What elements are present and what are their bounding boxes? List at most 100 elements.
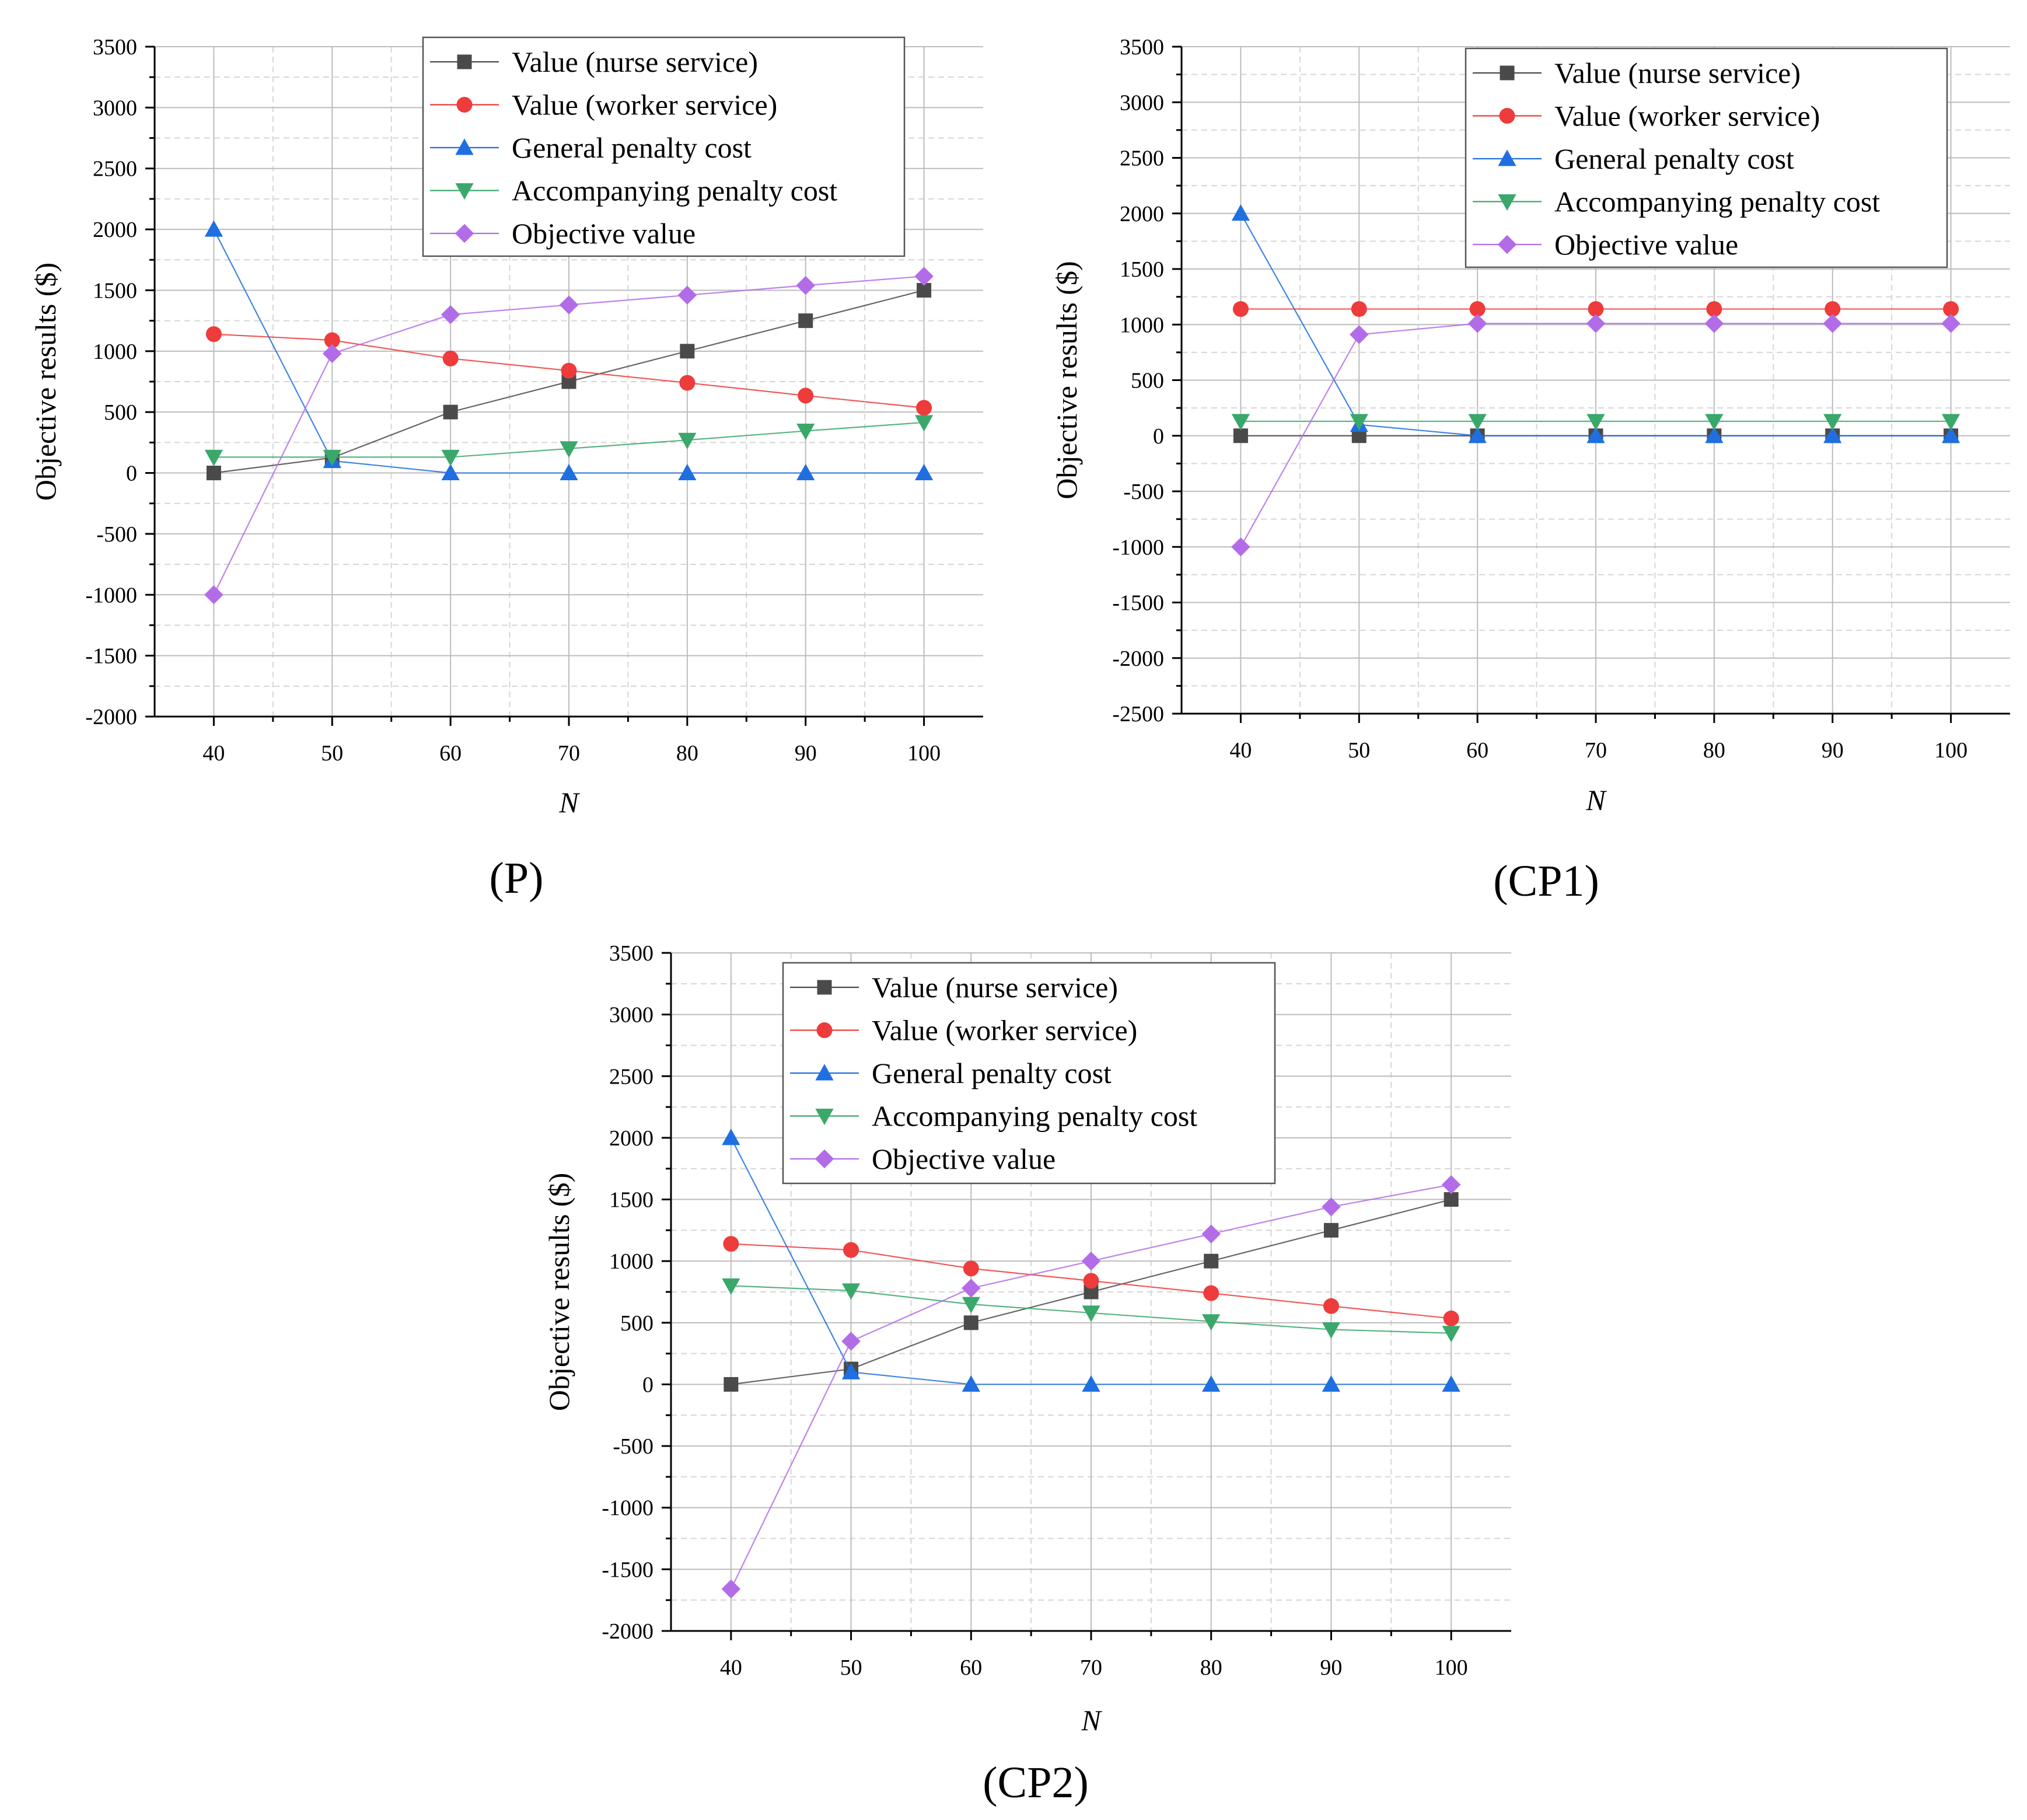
x-tick-label: 50 xyxy=(321,741,343,766)
x-axis-title: N xyxy=(558,786,580,819)
y-tick-label: 0 xyxy=(642,1372,653,1397)
y-tick-label: -500 xyxy=(96,522,137,547)
y-tick-label: -500 xyxy=(613,1434,653,1459)
data-point-accompanying xyxy=(841,1283,861,1300)
data-point-worker xyxy=(1351,301,1367,317)
legend-label: Objective value xyxy=(872,1143,1056,1175)
x-tick-label: 70 xyxy=(1080,1655,1102,1680)
data-point-objective xyxy=(441,305,460,324)
y-tick-label: -1500 xyxy=(1112,591,1164,616)
data-point-objective xyxy=(721,1579,741,1599)
y-tick-label: -1500 xyxy=(602,1557,653,1582)
y-tick-label: 500 xyxy=(104,400,137,425)
data-point-nurse xyxy=(963,1315,978,1330)
panel-label: (CP1) xyxy=(1493,857,1599,906)
data-point-objective xyxy=(1704,314,1724,333)
legend-box xyxy=(1465,47,1948,268)
legend-marker-nurse xyxy=(1500,65,1515,81)
data-point-general xyxy=(1941,427,1960,443)
data-point-objective xyxy=(796,275,815,295)
data-point-worker xyxy=(1825,301,1841,317)
data-point-accompanying xyxy=(914,415,934,432)
data-point-objective xyxy=(559,295,579,315)
data-point-nurse xyxy=(724,1377,739,1392)
data-point-general xyxy=(1322,1375,1341,1392)
data-point-general xyxy=(914,463,934,481)
data-point-worker xyxy=(1943,301,1959,317)
x-tick-label: 70 xyxy=(558,741,580,766)
x-axis-title: N xyxy=(1585,784,1607,816)
x-tick-label: 40 xyxy=(720,1655,742,1680)
data-point-worker xyxy=(1232,301,1249,317)
legend-marker-accompanying xyxy=(455,183,474,200)
data-point-accompanying xyxy=(962,1297,980,1314)
y-tick-label: 3000 xyxy=(1120,90,1164,115)
x-tick-label: 50 xyxy=(1348,738,1370,763)
y-tick-label: -500 xyxy=(1123,480,1164,504)
x-tick-label: 60 xyxy=(960,1655,982,1680)
legend-label: Objective value xyxy=(512,217,696,250)
data-point-accompanying xyxy=(323,449,341,467)
data-point-worker xyxy=(1323,1298,1339,1314)
legend-marker-accompanying xyxy=(815,1109,834,1126)
x-tick-label: 50 xyxy=(840,1655,862,1680)
data-point-general xyxy=(204,220,223,237)
data-point-worker xyxy=(679,375,696,391)
x-tick-label: 100 xyxy=(1934,738,1967,763)
x-tick-label: 60 xyxy=(439,741,462,766)
data-point-objective xyxy=(204,585,223,605)
legend-label: Objective value xyxy=(1554,228,1738,261)
legend-label: Value (nurse service) xyxy=(872,971,1118,1004)
data-point-accompanying xyxy=(1442,1326,1460,1343)
data-point-accompanying xyxy=(678,432,697,449)
y-tick-label: 3500 xyxy=(609,941,653,966)
data-point-accompanying xyxy=(1202,1314,1221,1331)
y-tick-label: -2500 xyxy=(1112,702,1164,726)
y-tick-label: 3000 xyxy=(93,96,137,120)
x-axis-title: N xyxy=(1081,1704,1102,1737)
data-point-accompanying xyxy=(204,449,223,467)
y-tick-label: -1000 xyxy=(602,1496,653,1521)
y-tick-label: 3000 xyxy=(609,1003,653,1028)
legend-marker-nurse xyxy=(457,54,472,69)
data-point-general xyxy=(1202,1375,1221,1392)
data-point-accompanying xyxy=(1941,414,1960,431)
y-tick-label: 0 xyxy=(126,462,137,486)
data-point-nurse xyxy=(1444,1192,1459,1207)
y-tick-label: 2000 xyxy=(1120,202,1164,226)
data-point-accompanying xyxy=(1468,414,1487,431)
y-tick-label: 1500 xyxy=(1120,257,1164,282)
x-tick-label: 90 xyxy=(1320,1655,1342,1680)
x-tick-label: 100 xyxy=(1435,1655,1468,1680)
legend-box xyxy=(782,962,1276,1185)
legend-marker-general xyxy=(815,1064,834,1081)
data-point-accompanying xyxy=(1705,414,1724,431)
y-tick-label: -2000 xyxy=(602,1619,653,1644)
chart-panel-2: -2000 -1500 -1000 -500 0 500 1000 1500 2000 2500 3… xyxy=(543,941,1511,1807)
data-point-general xyxy=(962,1375,980,1392)
y-tick-label: 1000 xyxy=(609,1249,653,1274)
legend-label: Accompanying penalty cost xyxy=(512,174,837,207)
y-tick-label: 2500 xyxy=(1120,146,1164,171)
data-point-general xyxy=(722,1129,740,1145)
legend-marker-worker xyxy=(816,1022,833,1038)
data-point-objective xyxy=(1350,325,1369,344)
y-tick-label: 500 xyxy=(1131,369,1164,393)
data-point-general xyxy=(441,463,460,481)
data-point-general xyxy=(796,463,815,481)
x-tick-label: 80 xyxy=(1200,1655,1222,1680)
data-point-worker xyxy=(561,362,577,379)
x-tick-label: 90 xyxy=(1822,738,1844,763)
chart-panel-1: -2500 -2000 -1500 -1000 -500 0 500 1000 1500 2000… xyxy=(1050,35,2010,906)
legend-box xyxy=(422,36,906,257)
x-tick-label: 90 xyxy=(795,741,817,766)
data-point-objective xyxy=(1586,314,1606,333)
y-tick-label: -2000 xyxy=(1112,647,1164,671)
y-tick-label: 1000 xyxy=(1120,313,1164,337)
data-point-nurse xyxy=(1204,1253,1219,1269)
data-point-objective xyxy=(1467,314,1487,333)
legend-label: General penalty cost xyxy=(1554,142,1794,175)
y-tick-label: -2000 xyxy=(85,705,137,729)
x-tick-label: 60 xyxy=(1466,738,1488,763)
data-point-accompanying xyxy=(1231,414,1250,431)
